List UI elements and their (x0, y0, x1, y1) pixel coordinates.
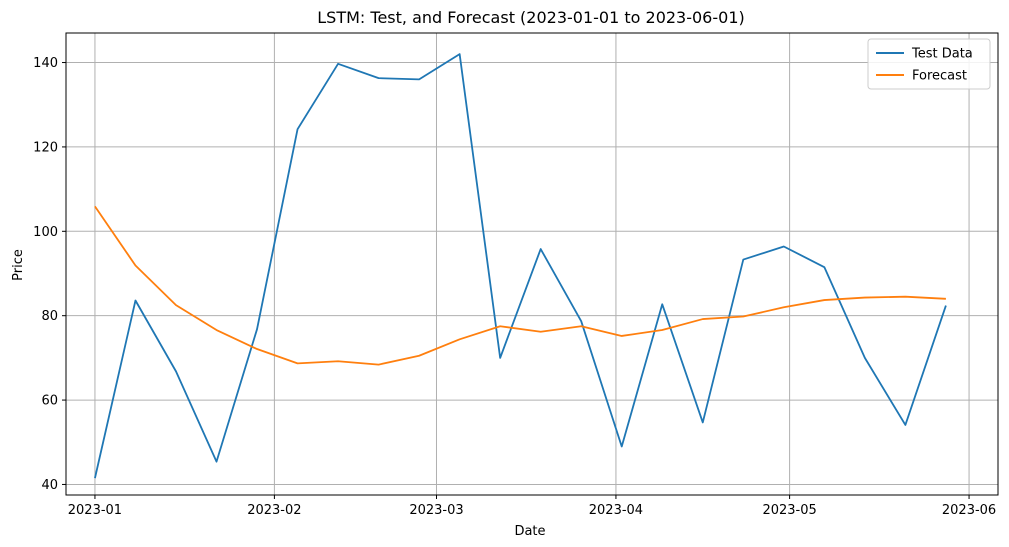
y-tick-label: 60 (41, 394, 58, 409)
legend: Test Data Forecast (867, 38, 991, 90)
legend-box (867, 38, 991, 90)
y-axis-title: Price (11, 249, 26, 281)
legend-label: Forecast (912, 69, 967, 84)
y-tick-label: 80 (41, 309, 58, 324)
plot-frame (65, 32, 999, 496)
series-group (94, 53, 947, 479)
x-tick-label: 2023-06 (942, 503, 996, 518)
series-line-test-data (94, 53, 947, 479)
y-tick-label: 40 (41, 478, 58, 493)
legend-label: Test Data (911, 47, 973, 62)
x-tick-label: 2023-02 (247, 503, 301, 518)
y-tick-label: 100 (33, 225, 58, 240)
grid (66, 33, 998, 495)
y-tick-label: 140 (33, 56, 58, 71)
ticks: 2023-01 2023-02 2023-03 2023-04 2023-05 2023-… (33, 56, 996, 518)
x-tick-label: 2023-05 (762, 503, 816, 518)
x-tick-label: 2023-03 (409, 503, 463, 518)
x-tick-label: 2023-04 (589, 503, 643, 518)
x-tick-label: 2023-01 (68, 503, 122, 518)
x-axis-title: Date (514, 524, 545, 539)
series-line-forecast (94, 205, 946, 366)
chart-title: LSTM: Test, and Forecast (2023-01-01 to … (317, 8, 744, 27)
y-tick-label: 120 (33, 140, 58, 155)
